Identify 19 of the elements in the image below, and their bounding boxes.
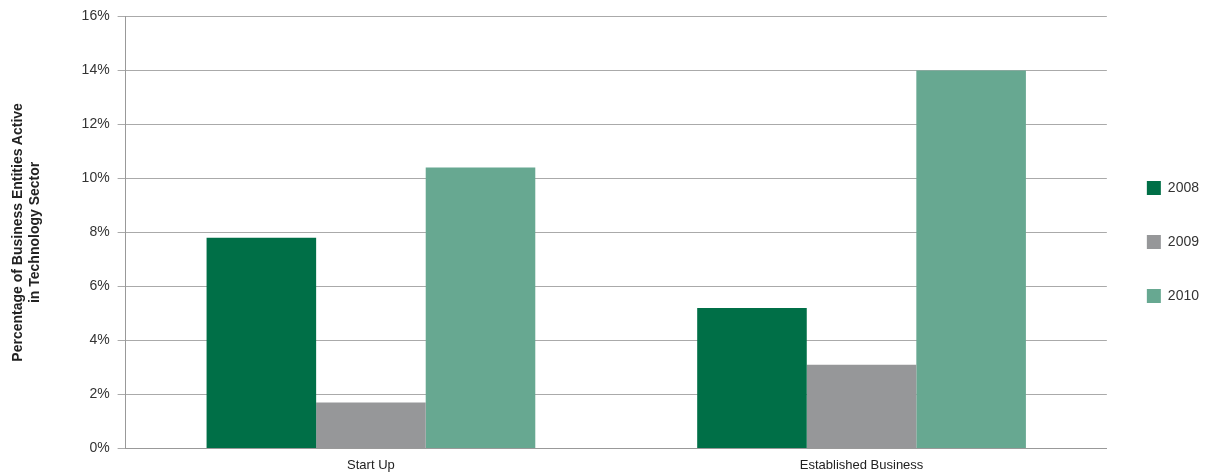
y-tick-label: 2%: [89, 385, 110, 402]
y-axis-title: Percentage of Business Entities Active in Technology Sector: [9, 102, 43, 362]
x-tick-label: Start Up: [347, 456, 395, 472]
y-tick-label: 14%: [81, 61, 110, 78]
y-tick-label: 16%: [81, 7, 110, 24]
y-tick-label: 0%: [89, 439, 110, 456]
y-tick-label: 4%: [89, 331, 110, 348]
x-tick-label: Established Business: [799, 456, 924, 472]
y-tick-label: 8%: [89, 223, 110, 240]
legend-label: 2009: [1167, 232, 1200, 249]
bar: [916, 70, 1026, 448]
legend-label: 2010: [1167, 286, 1200, 303]
bar: [206, 237, 317, 448]
y-tick-label: 10%: [81, 169, 110, 186]
y-tick-label: 6%: [89, 277, 110, 294]
bar: [697, 308, 807, 448]
bar: [425, 167, 536, 448]
legend-label: 2008: [1167, 178, 1200, 195]
y-tick-label: 12%: [81, 115, 110, 132]
